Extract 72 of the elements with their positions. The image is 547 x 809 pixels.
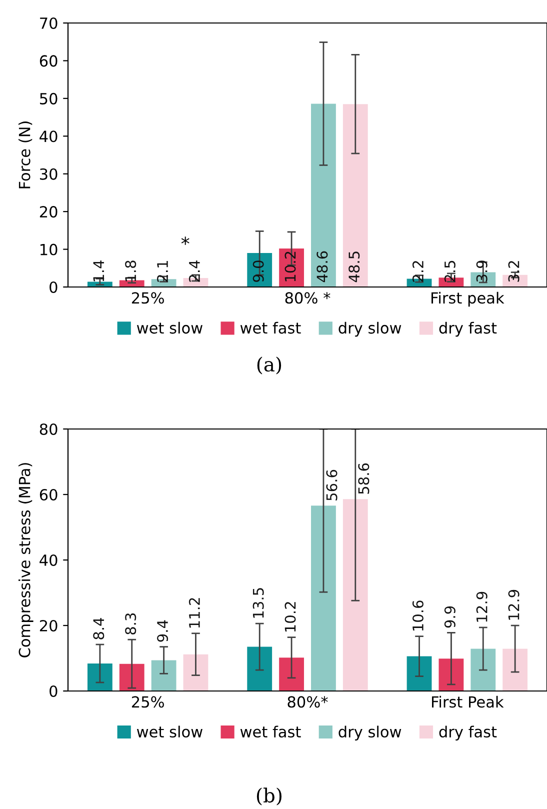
bar [247, 646, 272, 691]
data-label: 56.6 [326, 470, 338, 500]
legend-label: wet slow [136, 726, 202, 738]
bar [311, 506, 336, 691]
bar [342, 499, 368, 691]
x-tick-label: 25% [132, 696, 164, 708]
x-tick-label: First peak [432, 292, 504, 307]
legend-label: dry fast [439, 726, 497, 740]
text: (b) [256, 788, 282, 806]
data-label: 9.0 [252, 260, 264, 282]
x-tick-label: 25% [132, 292, 164, 304]
y-tick-label: 40 [40, 554, 58, 566]
data-label: 12.9 [508, 590, 520, 620]
y-axis-title: Compressive stress (MPa) [18, 463, 34, 658]
legend-label: wet slow [136, 322, 202, 334]
data-label: 10.2 [284, 602, 296, 632]
data-label: 3.9 [476, 260, 488, 282]
bar [279, 248, 304, 287]
data-label: 2.4 [188, 260, 200, 282]
y-tick-label: 80 [40, 423, 58, 436]
data-label: 13.5 [252, 588, 264, 618]
bar [119, 664, 144, 691]
data-label: 10.2 [284, 252, 296, 282]
y-tick-label: 20 [40, 620, 58, 632]
bar [470, 648, 496, 691]
bar [438, 658, 464, 691]
bar [151, 660, 176, 691]
annotation: * [181, 236, 190, 245]
data-label: 2.2 [412, 261, 424, 282]
data-label: 1.8 [125, 260, 136, 282]
data-label: 11.2 [188, 598, 200, 628]
legend-label: dry fast [439, 322, 497, 337]
bar [279, 658, 304, 691]
data-label: 58.6 [358, 463, 370, 494]
data-label: 3.2 [508, 261, 520, 282]
data-label: 48.5 [348, 252, 360, 282]
x-tick-label: 80%* [288, 696, 328, 708]
bar [406, 656, 432, 691]
y-tick-label: 0 [50, 281, 58, 294]
bar [311, 104, 336, 287]
y-tick-label: 60 [40, 55, 58, 67]
data-label: 48.6 [316, 251, 328, 282]
data-label: 8.3 [125, 613, 136, 634]
y-tick-label: 70 [40, 17, 58, 30]
text: (a) [257, 356, 282, 374]
data-label: 9.9 [444, 606, 456, 628]
bar [502, 648, 528, 691]
legend-label: dry slow [338, 322, 402, 337]
data-label: 10.6 [412, 600, 424, 631]
x-tick-label: 80% * [285, 292, 330, 304]
data-label: 1.4 [93, 260, 104, 282]
bar [247, 253, 272, 287]
data-label: 8.4 [93, 618, 104, 640]
x-tick-label: First Peak [432, 696, 504, 708]
y-tick-label: 60 [40, 488, 58, 501]
data-label: 9.4 [157, 620, 168, 642]
y-tick-label: 20 [40, 206, 58, 218]
legend-label: dry slow [338, 726, 402, 740]
bar [342, 104, 368, 287]
bar [87, 663, 112, 691]
legend-label: wet fast [240, 322, 301, 334]
legend-label: wet fast [240, 726, 301, 738]
y-tick-label: 10 [40, 244, 58, 256]
y-tick-label: 0 [50, 685, 58, 698]
y-tick-label: 50 [40, 92, 58, 104]
data-label: 12.9 [476, 592, 488, 622]
bar [183, 654, 208, 691]
y-tick-label: 40 [40, 130, 58, 142]
y-axis-title: Force (N) [18, 122, 32, 188]
data-label: 2.1 [157, 260, 168, 282]
data-label: 2.5 [444, 260, 456, 282]
y-tick-label: 30 [40, 168, 58, 180]
